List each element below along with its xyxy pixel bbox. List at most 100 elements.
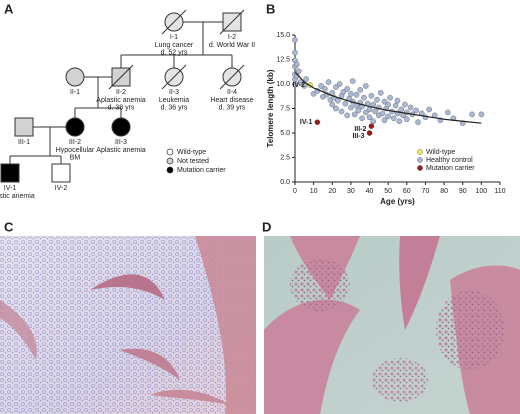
data-point: [385, 101, 391, 108]
data-point: [294, 61, 300, 68]
pedigree-caption: Aplastic anemia: [0, 193, 35, 200]
pedigree-male: [51, 163, 71, 183]
data-point: [363, 109, 369, 116]
pedigree-id: IV-2: [55, 185, 68, 192]
pedigree-male: [14, 117, 34, 137]
data-point: [333, 84, 339, 90]
deceased-slash: [108, 64, 134, 90]
data-point: [325, 79, 332, 85]
data-point: [357, 87, 364, 93]
pedigree-caption: Hypocellular: [56, 147, 95, 154]
x-tick-label: 80: [440, 188, 448, 195]
pedigree-id: II-2: [116, 89, 126, 96]
y-tick-label: 12.5: [276, 56, 290, 63]
data-point: [385, 113, 391, 120]
data-point: [379, 110, 386, 117]
data-point: [359, 115, 365, 122]
point-label: III-3: [352, 133, 364, 140]
x-tick-label: 40: [366, 188, 374, 195]
point-label: IV-1: [300, 119, 313, 126]
pedigree-id: I-2: [228, 34, 236, 41]
data-point: [404, 116, 410, 123]
data-point: [348, 91, 354, 97]
y-tick-label: 7.5: [280, 105, 290, 112]
data-point: [469, 111, 475, 118]
data-point: [368, 123, 375, 129]
histology-c: [0, 236, 256, 414]
data-point: [390, 115, 397, 122]
data-point: [322, 86, 328, 92]
y-axis-label: Telomere length (kb): [266, 69, 275, 147]
x-tick-label: 110: [494, 188, 505, 195]
legend-swatch: [417, 165, 423, 171]
point-label: III-2: [354, 126, 366, 133]
data-point: [340, 89, 347, 95]
data-point: [366, 114, 373, 121]
pedigree-caption: Leukemia: [159, 97, 189, 104]
pedigree-caption: d. World War II: [209, 42, 255, 49]
legend-label: Wild-type: [177, 149, 206, 156]
y-tick-label: 10.0: [276, 81, 290, 88]
data-point: [402, 101, 408, 108]
data-point: [344, 86, 350, 92]
data-point: [335, 97, 341, 104]
panel-label: B: [266, 1, 275, 16]
data-point: [292, 37, 298, 43]
pedigree-id: II-4: [227, 89, 237, 96]
legend-label: Mutation carrier: [177, 167, 226, 174]
data-point: [314, 119, 321, 126]
data-point: [370, 118, 377, 125]
data-point: [478, 111, 485, 118]
pedigree-caption: d. 52 yrs: [161, 49, 188, 56]
deceased-slash: [161, 9, 187, 35]
pedigree-caption: Aplastic anemia: [96, 147, 146, 154]
deceased-slash: [219, 9, 245, 35]
pedigree-id: III-2: [69, 139, 81, 146]
data-point: [333, 105, 339, 112]
pedigree-caption: Lung cancer: [155, 42, 194, 49]
data-point: [394, 97, 401, 104]
data-point: [374, 96, 380, 103]
pedigree-id: II-3: [169, 89, 179, 96]
data-point: [398, 106, 405, 113]
data-point: [342, 100, 349, 107]
data-point: [368, 92, 375, 99]
x-tick-label: 30: [347, 188, 355, 195]
legend-swatch: [166, 148, 174, 156]
data-point: [415, 119, 421, 126]
data-point: [348, 104, 354, 111]
legend-label: Mutation carrier: [426, 165, 475, 172]
pedigree-caption: BM: [70, 154, 81, 161]
pedigree-female: [65, 67, 85, 87]
x-tick-label: 50: [384, 188, 392, 195]
x-tick-label: 10: [310, 188, 318, 195]
data-point: [426, 106, 432, 113]
pedigree-lines: [9, 21, 233, 164]
data-point: [396, 118, 403, 125]
data-point: [381, 117, 388, 124]
deceased-slash: [161, 64, 187, 90]
pedigree-female: [65, 117, 85, 137]
data-point: [329, 101, 336, 108]
data-point: [318, 83, 324, 89]
data-point: [413, 107, 419, 114]
panel-label: C: [4, 219, 14, 234]
data-point: [297, 79, 304, 85]
data-point: [366, 106, 373, 113]
pedigree-male: [0, 163, 20, 183]
data-point: [377, 90, 384, 96]
legend-label: Wild-type: [426, 149, 455, 156]
data-point: [344, 112, 350, 119]
x-axis-label: Age (yrs): [380, 197, 415, 206]
legend-label: Not tested: [177, 158, 209, 165]
x-tick-label: 100: [476, 188, 488, 195]
legend-label: Healthy control: [426, 157, 473, 164]
panel-label: A: [4, 1, 14, 16]
data-point: [303, 76, 309, 82]
data-point: [310, 91, 317, 97]
histology-d: [264, 236, 520, 414]
data-point: [445, 109, 451, 116]
y-tick-label: 15.0: [276, 32, 290, 39]
pedigree-id: III-3: [115, 139, 127, 146]
